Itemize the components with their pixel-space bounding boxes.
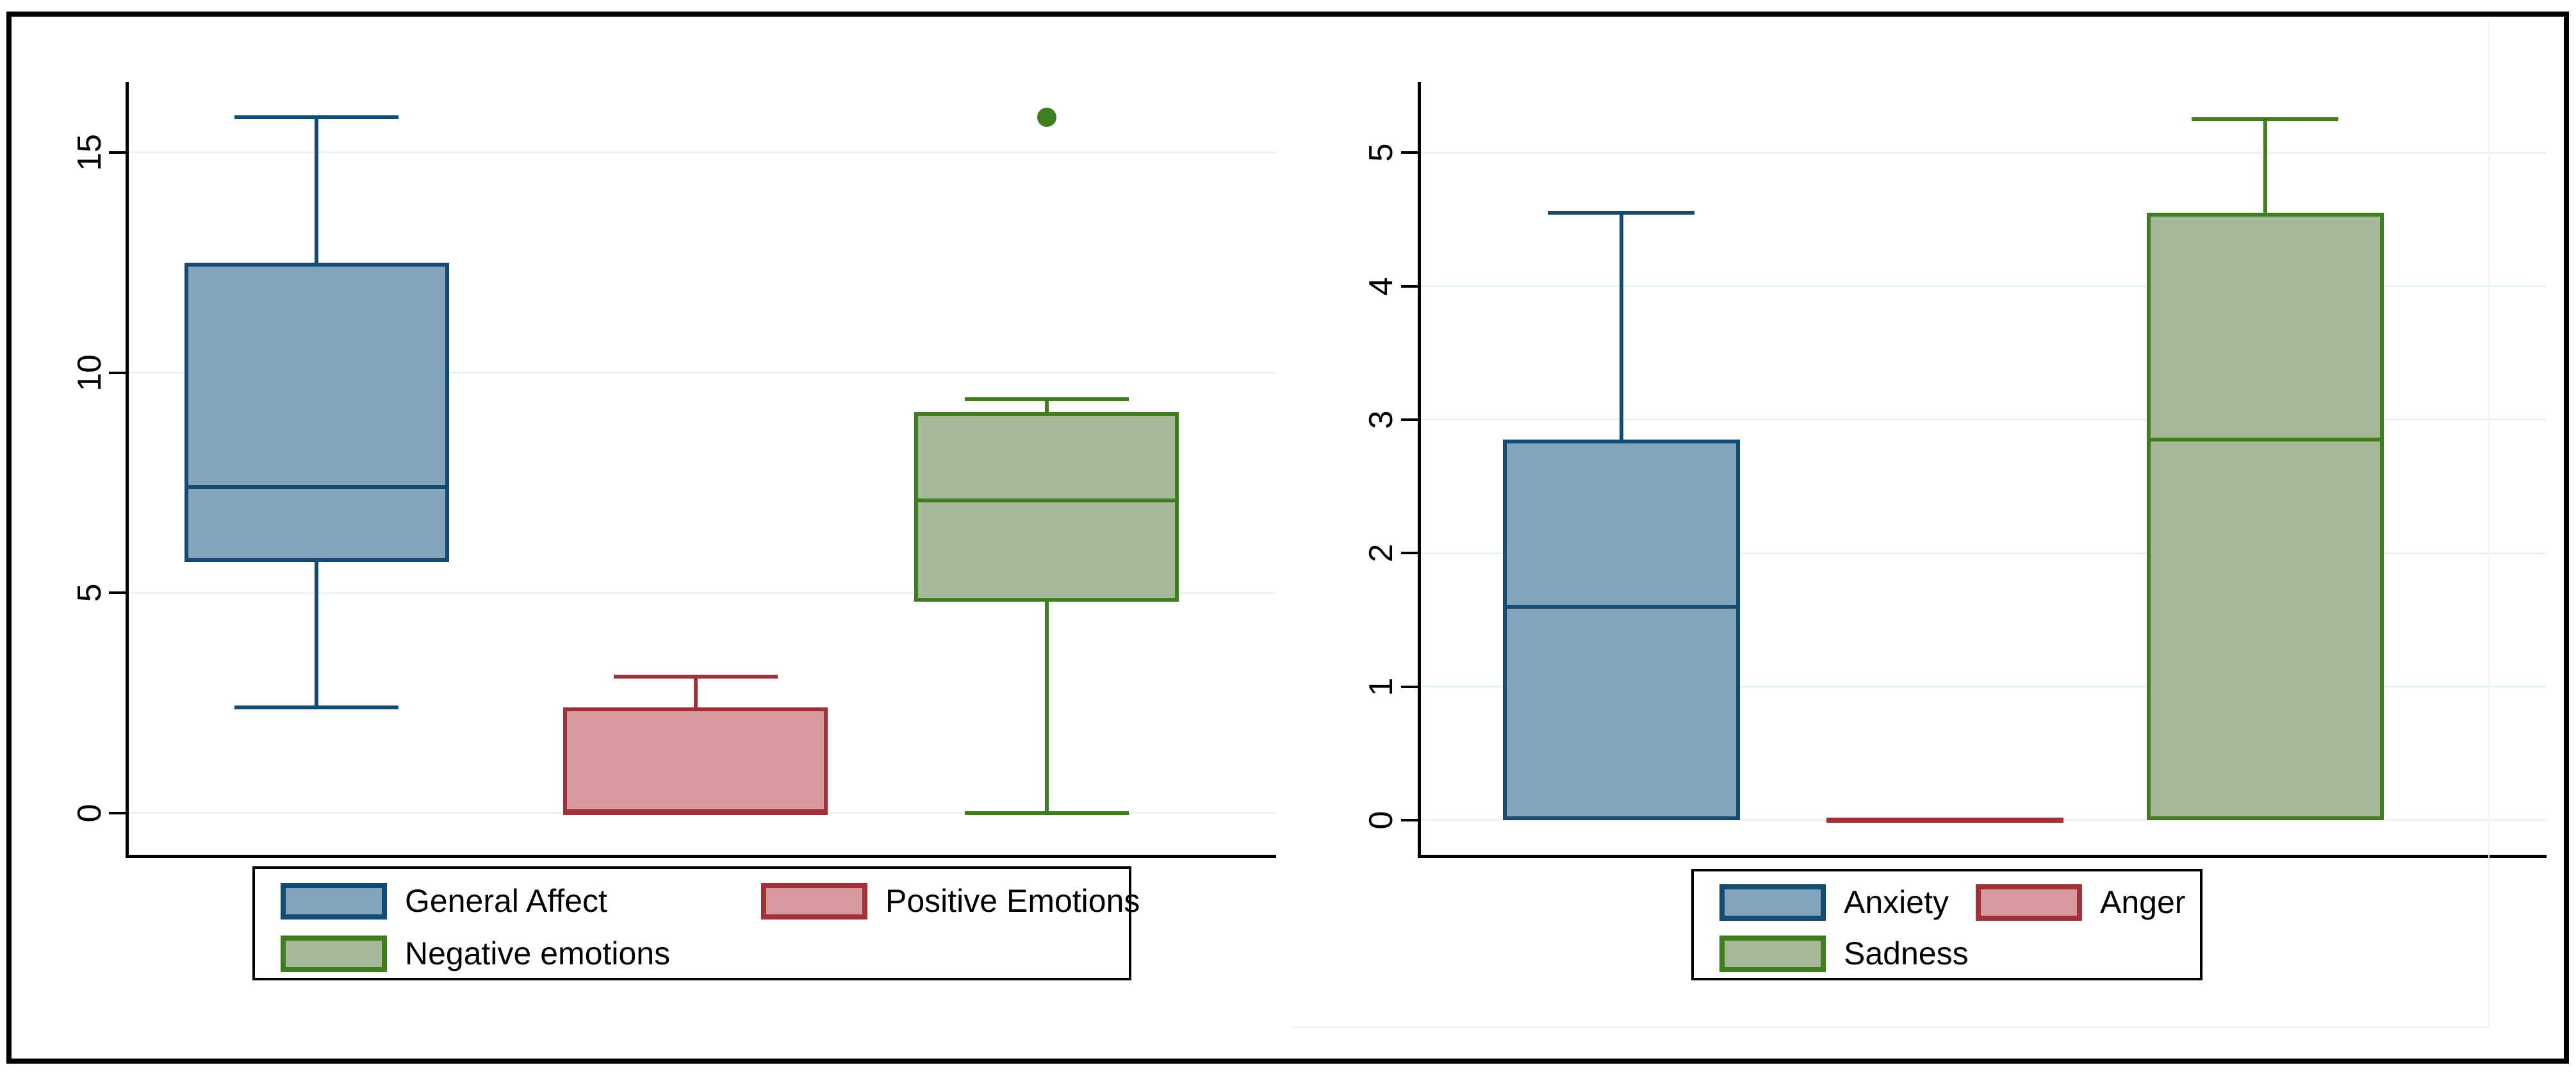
legend-swatch-general-affect bbox=[281, 883, 387, 919]
x-axis-line bbox=[126, 855, 1276, 858]
lower-whisker-cap bbox=[234, 705, 399, 709]
gridline bbox=[1421, 151, 2547, 154]
upper-whisker-cap bbox=[234, 115, 399, 119]
y-tick-mark bbox=[109, 811, 126, 814]
y-tick-mark bbox=[109, 371, 126, 374]
y-tick-mark bbox=[1401, 151, 1418, 154]
outlier-dot bbox=[1037, 107, 1056, 127]
box-body bbox=[1502, 440, 1740, 820]
y-tick-mark bbox=[1401, 418, 1418, 421]
legend-swatch-anxiety bbox=[1719, 884, 1826, 921]
y-tick-mark bbox=[1401, 284, 1418, 288]
lower-whisker-line bbox=[1044, 601, 1049, 813]
legend-label: General Affect bbox=[405, 883, 607, 919]
y-tick-label: 15 bbox=[71, 134, 108, 171]
y-axis-line bbox=[1418, 82, 1421, 858]
gridline bbox=[1421, 686, 2547, 688]
y-tick-label: 0 bbox=[71, 804, 108, 823]
y-tick-label: 1 bbox=[1363, 677, 1400, 697]
legend-label: Negative emotions bbox=[405, 936, 671, 971]
degenerate-box-line bbox=[1826, 817, 2063, 823]
lower-whisker-line bbox=[315, 562, 318, 707]
upper-whisker-line bbox=[315, 117, 318, 263]
legend-swatch-sadness bbox=[1719, 936, 1826, 972]
legend-label: Anger bbox=[2100, 884, 2186, 920]
lower-whisker-cap bbox=[964, 811, 1129, 815]
box-body bbox=[2146, 213, 2384, 820]
legend-label: Anxiety bbox=[1844, 884, 1949, 920]
gridline bbox=[129, 151, 1276, 154]
median-line bbox=[563, 811, 828, 815]
y-tick-label: 5 bbox=[71, 583, 108, 602]
figure-outer-border bbox=[6, 12, 2569, 1064]
upper-whisker-line bbox=[2263, 119, 2267, 213]
legend: General Affect Positive Emotions Negative … bbox=[252, 866, 1140, 980]
y-tick-label: 2 bbox=[1363, 543, 1400, 563]
gridline bbox=[1421, 285, 2547, 288]
y-tick-mark bbox=[109, 591, 126, 595]
upper-whisker-cap bbox=[964, 397, 1129, 401]
legend-swatch-anger bbox=[1976, 884, 2082, 921]
panel-boundary-bottom bbox=[1292, 1027, 2490, 1028]
median-line bbox=[184, 485, 449, 490]
median-line bbox=[1502, 604, 1740, 609]
y-tick-label: 3 bbox=[1363, 410, 1400, 429]
y-tick-mark bbox=[1401, 552, 1418, 555]
median-line bbox=[914, 498, 1179, 502]
y-tick-mark bbox=[1401, 818, 1418, 821]
legend: Anxiety Anger Sadness bbox=[1691, 869, 2203, 980]
panel-boundary-right bbox=[2488, 19, 2490, 1028]
y-tick-label: 4 bbox=[1363, 277, 1400, 296]
y-axis-line bbox=[126, 82, 129, 858]
legend-swatch-positive-emotions bbox=[761, 883, 867, 919]
box-body bbox=[914, 412, 1179, 602]
gridline bbox=[1421, 418, 2547, 421]
legend-label: Positive Emotions bbox=[885, 883, 1140, 919]
gridline bbox=[129, 591, 1276, 594]
legend-label: Sadness bbox=[1844, 936, 1969, 971]
x-axis-line bbox=[1418, 855, 2547, 858]
upper-whisker-line bbox=[1044, 399, 1049, 413]
upper-whisker-cap bbox=[613, 674, 778, 679]
y-tick-label: 10 bbox=[71, 354, 108, 392]
upper-whisker-line bbox=[693, 676, 698, 707]
y-tick-mark bbox=[1401, 685, 1418, 688]
y-tick-mark bbox=[109, 151, 126, 154]
upper-whisker-cap bbox=[2192, 117, 2339, 122]
gridline bbox=[1421, 552, 2547, 554]
box-body bbox=[184, 262, 449, 563]
upper-whisker-cap bbox=[1548, 211, 1695, 215]
median-line bbox=[2146, 438, 2384, 442]
upper-whisker-line bbox=[1619, 213, 1623, 440]
y-tick-label: 5 bbox=[1363, 143, 1400, 162]
gridline bbox=[129, 372, 1276, 374]
box-body bbox=[563, 707, 828, 813]
legend-swatch-negative-emotions bbox=[281, 936, 387, 972]
y-tick-label: 0 bbox=[1363, 811, 1400, 830]
